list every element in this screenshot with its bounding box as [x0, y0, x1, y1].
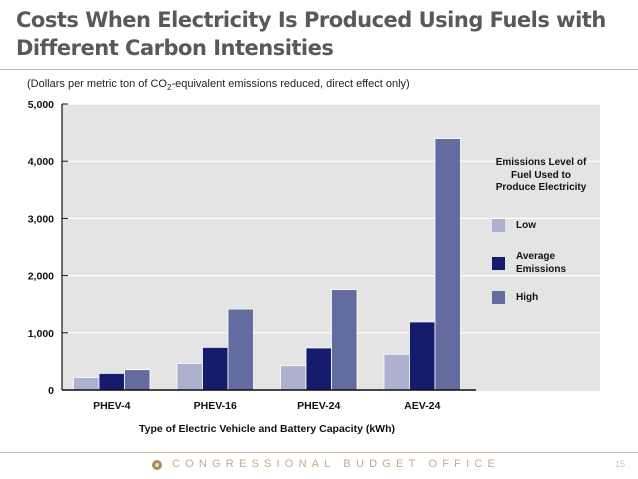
y-tick-label: 5,000 — [28, 99, 54, 111]
legend-title-line: Produce Electricity — [495, 182, 587, 193]
bar-phev-16-average-emissions — [202, 346, 229, 391]
x-category-label: AEV-24 — [404, 400, 440, 412]
gridlines — [62, 103, 600, 334]
y-tick-label: 4,000 — [28, 156, 54, 168]
title-divider — [0, 69, 638, 70]
footer-divider — [0, 452, 638, 453]
slide-title-line2: Different Carbon Intensities — [16, 36, 334, 60]
axes — [61, 103, 476, 391]
bars — [73, 138, 461, 391]
bar-phev-24-high — [331, 289, 358, 391]
legend-label: Average Emissions — [516, 251, 567, 275]
legend-title-line: Fuel Used to — [510, 169, 571, 181]
legend-item-low: Low — [492, 219, 536, 232]
legend-swatch — [492, 256, 505, 270]
bar-phev-16-high — [227, 308, 254, 391]
bar-phev-24-average-emissions — [305, 347, 332, 391]
bar-phev-16-low — [176, 363, 203, 391]
legend-swatch — [492, 219, 505, 232]
chart-units-subtitle: (Dollars per metric ton of CO2-equivalen… — [27, 78, 410, 92]
legend-label: Low — [516, 220, 536, 231]
x-category-labels: PHEV-4 PHEV-16 PHEV-24 AEV-24 — [93, 400, 440, 412]
x-category-label: PHEV-24 — [297, 400, 340, 412]
x-category-label: PHEV-4 — [93, 400, 131, 412]
subtitle-subscript: 2 — [166, 83, 172, 93]
slide-title-line1: Costs When Electricity Is Produced Using… — [16, 8, 606, 32]
slide-title: Costs When Electricity Is Produced Using… — [16, 6, 606, 62]
bar-phev-4-low — [73, 377, 100, 391]
legend-title-line: Emissions Level of — [495, 157, 587, 168]
bar-phev-4-average-emissions — [98, 373, 125, 391]
bar-phev-24-low — [280, 365, 307, 391]
y-tick-label: 1,000 — [28, 328, 54, 340]
cbo-logo-icon — [152, 460, 162, 470]
bar-phev-4-high — [124, 369, 151, 391]
legend-label: High — [516, 292, 539, 303]
bar-aev-24-high — [434, 138, 461, 391]
footer-organization: CONGRESSIONAL BUDGET OFFICE — [172, 458, 501, 470]
x-axis-label: Type of Electric Vehicle and Battery Cap… — [139, 423, 395, 435]
subtitle-text-post: -equivalent emissions reduced, direct ef… — [171, 78, 410, 90]
subtitle-text-pre: (Dollars per metric ton of CO — [27, 78, 167, 90]
y-tick-labels: 0 1,000 2,000 3,000 4,000 5,000 — [28, 99, 54, 397]
y-tick-label: 2,000 — [28, 271, 54, 283]
bar-aev-24-low — [383, 353, 410, 391]
legend-swatch — [492, 291, 505, 304]
page-number: 15 — [615, 459, 626, 469]
y-tick-label: 0 — [48, 385, 54, 397]
x-category-label: PHEV-16 — [194, 400, 237, 412]
plot-background — [62, 104, 600, 391]
legend-item-high: High — [492, 291, 538, 304]
bar-aev-24-average-emissions — [409, 321, 436, 391]
legend-title: Emissions Level of Fuel Used to Produce El… — [486, 157, 596, 195]
y-tick-label: 3,000 — [28, 213, 54, 225]
legend-item-average-emissions: Average Emissions — [492, 250, 566, 276]
